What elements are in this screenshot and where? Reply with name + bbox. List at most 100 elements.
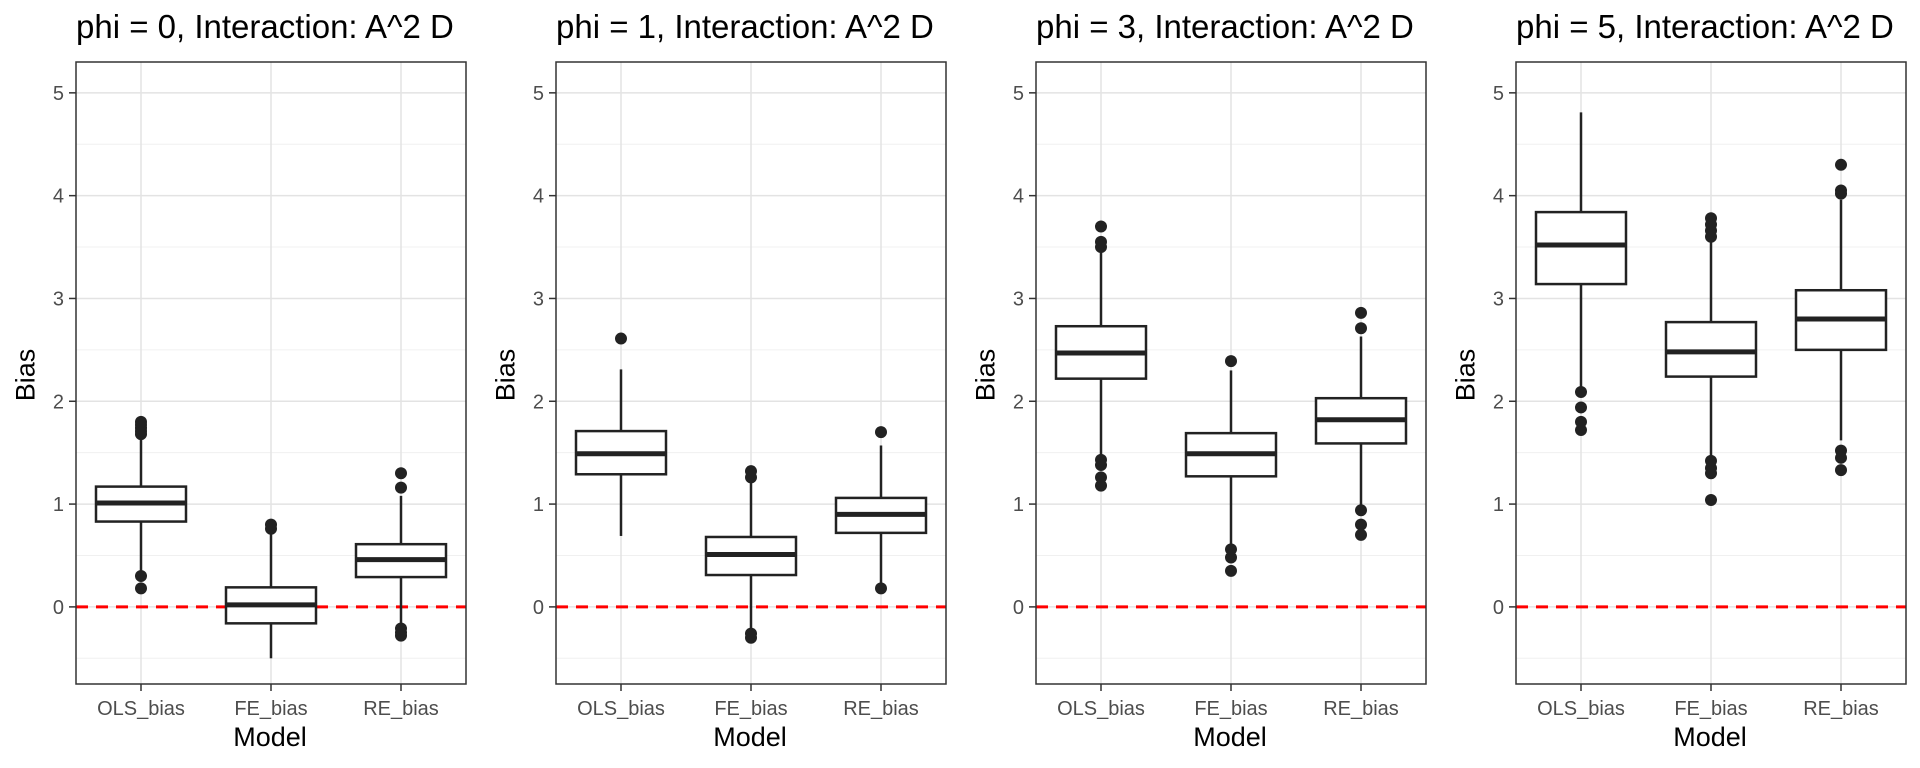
chart-panel: phi = 3, Interaction: A^2 D Bias Model 0… (960, 0, 1440, 768)
outlier-point (395, 467, 407, 480)
panel-title: phi = 3, Interaction: A^2 D (1036, 8, 1414, 45)
outlier-point (745, 465, 757, 478)
outlier-point (395, 481, 407, 494)
outlier-point (1225, 564, 1237, 577)
y-tick-label: 1 (533, 494, 544, 516)
y-tick-label: 3 (533, 288, 544, 310)
y-tick-label: 3 (1013, 288, 1024, 310)
chart-panel: phi = 0, Interaction: A^2 D Bias Model 0… (0, 0, 480, 768)
boxplot-RE_bias (1794, 158, 1888, 477)
outlier-point (875, 582, 887, 595)
y-tick-label: 5 (1493, 83, 1504, 105)
y-tick-label: 2 (533, 391, 544, 413)
outlier-point (1095, 235, 1107, 248)
y-tick-label: 5 (1013, 83, 1024, 105)
panel-title: phi = 1, Interaction: A^2 D (556, 8, 934, 45)
outlier-point (1835, 184, 1847, 197)
x-tick-label: RE_bias (843, 698, 919, 720)
iqr-box (1664, 320, 1758, 378)
plot-area: 0 1 2 3 4 5 OLS_bias FE_bias RE_bias (533, 61, 947, 720)
outlier-point (1835, 158, 1847, 171)
y-tick-label: 0 (533, 597, 544, 619)
plot-area: 0 1 2 3 4 5 OLS_bias FE_bias RE_bias (1493, 61, 1907, 720)
boxplot-RE_bias (1314, 306, 1408, 541)
panel-title: phi = 0, Interaction: A^2 D (76, 8, 454, 45)
outlier-point (1095, 479, 1107, 492)
outlier-point (395, 629, 407, 642)
boxplot-OLS_bias (574, 332, 668, 536)
y-tick-label: 1 (1013, 494, 1024, 516)
y-tick-label: 2 (1493, 391, 1504, 413)
outlier-point (1835, 464, 1847, 477)
y-tick-label: 4 (533, 186, 544, 208)
boxplot-OLS_bias (1534, 112, 1628, 437)
panel-title: phi = 5, Interaction: A^2 D (1516, 8, 1894, 45)
x-axis-label: Model (1193, 722, 1267, 752)
x-tick-label: OLS_bias (97, 698, 185, 720)
chart-panel: phi = 5, Interaction: A^2 D Bias Model 0… (1440, 0, 1920, 768)
y-tick-label: 3 (53, 288, 64, 310)
iqr-box (1534, 210, 1628, 286)
outlier-point (1225, 551, 1237, 564)
x-axis-label: Model (233, 722, 307, 752)
boxplot-FE_bias (1184, 355, 1278, 577)
boxplot-FE_bias (1664, 212, 1758, 506)
y-tick-label: 5 (53, 83, 64, 105)
outlier-point (1575, 386, 1587, 399)
y-tick-label: 5 (533, 83, 544, 105)
outlier-point (1355, 322, 1367, 335)
outlier-point (1705, 212, 1717, 225)
outlier-point (135, 582, 147, 595)
plot-area: 0 1 2 3 4 5 OLS_bias FE_bias RE_bias (1013, 61, 1427, 720)
outlier-point (1355, 518, 1367, 531)
x-tick-label: RE_bias (1323, 698, 1399, 720)
boxplot-OLS_bias (94, 415, 188, 595)
y-tick-label: 2 (1013, 391, 1024, 413)
outlier-point (1705, 454, 1717, 467)
outlier-point (1355, 504, 1367, 517)
x-tick-label: OLS_bias (1057, 698, 1145, 720)
y-tick-label: 2 (53, 391, 64, 413)
outlier-point (1225, 543, 1237, 556)
x-axis-label: Model (1673, 722, 1747, 752)
outlier-point (1835, 444, 1847, 457)
outlier-point (1095, 453, 1107, 466)
y-tick-label: 0 (1013, 597, 1024, 619)
outlier-point (875, 426, 887, 439)
outlier-point (1355, 528, 1367, 541)
x-tick-label: RE_bias (1803, 698, 1879, 720)
y-tick-label: 3 (1493, 288, 1504, 310)
outlier-point (745, 631, 757, 644)
x-tick-label: FE_bias (234, 698, 307, 720)
x-tick-label: FE_bias (714, 698, 787, 720)
x-tick-label: FE_bias (1674, 698, 1747, 720)
outlier-point (135, 570, 147, 583)
chart-panel: phi = 1, Interaction: A^2 D Bias Model 0… (480, 0, 960, 768)
y-tick-label: 4 (53, 186, 64, 208)
outlier-point (615, 332, 627, 345)
boxplot-RE_bias (354, 467, 448, 642)
y-tick-label: 1 (53, 494, 64, 516)
outlier-point (1095, 471, 1107, 484)
outlier-point (1095, 220, 1107, 233)
x-tick-label: OLS_bias (577, 698, 665, 720)
y-tick-label: 4 (1493, 186, 1504, 208)
x-tick-label: RE_bias (363, 698, 439, 720)
outlier-point (1225, 355, 1237, 368)
outlier-point (1355, 306, 1367, 319)
outlier-point (135, 415, 147, 428)
x-tick-label: OLS_bias (1537, 698, 1625, 720)
outlier-point (1575, 424, 1587, 437)
outlier-point (1705, 493, 1717, 506)
x-tick-label: FE_bias (1194, 698, 1267, 720)
y-tick-label: 1 (1493, 494, 1504, 516)
y-tick-label: 0 (1493, 597, 1504, 619)
x-axis-label: Model (713, 722, 787, 752)
outlier-point (1575, 415, 1587, 428)
boxplot-FE_bias (704, 465, 798, 644)
plot-area: 0 1 2 3 4 5 OLS_bias FE_bias RE_bias (53, 61, 467, 720)
outlier-point (265, 518, 277, 531)
boxplot-RE_bias (834, 426, 928, 595)
outlier-point (1575, 401, 1587, 414)
